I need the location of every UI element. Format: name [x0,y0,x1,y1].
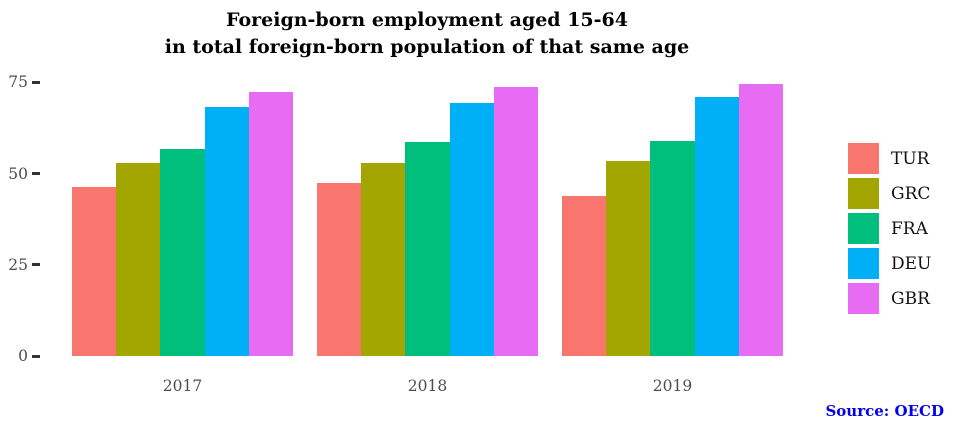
legend-label-FRA: FRA [891,218,928,239]
legend-entry-TUR: TUR [848,143,931,174]
y-tick-mark [32,172,40,175]
bar-GBR-2019 [738,83,784,356]
bar-TUR-2019 [562,196,607,356]
legend-entry-GRC: GRC [848,178,931,209]
bar-group-2019 [562,83,784,356]
bar-GRC-2017 [116,162,161,356]
bar-FRA-2019 [650,141,695,356]
y-tick-mark [32,263,40,267]
legend-swatch-GRC [848,178,879,209]
legend-label-GRC: GRC [891,183,931,204]
y-tick-label: 25 [8,255,28,274]
bar-GBR-2017 [248,92,294,356]
legend-entry-DEU: DEU [848,248,931,279]
bar-FRA-2018 [405,141,450,356]
legend-label-GBR: GBR [891,288,930,309]
chart-title-line2: in total foreign-born population of that… [164,36,690,58]
legend-swatch-FRA [848,213,879,244]
legend: TUR GRC FRA DEU GBR [848,143,931,318]
legend-entry-GBR: GBR [848,283,931,314]
bar-DEU-2017 [204,107,249,356]
bar-group-2018 [317,87,539,356]
x-axis-label-2018: 2018 [407,377,448,395]
bar-FRA-2017 [160,149,205,356]
x-axis-label-2019: 2019 [652,377,693,395]
chart-title-line1: Foreign-born employment aged 15-64 [226,9,628,31]
bar-GRC-2018 [361,162,406,356]
y-tick-label: 0 [18,347,28,365]
legend-label-DEU: DEU [891,253,932,274]
bar-TUR-2018 [317,183,362,356]
legend-swatch-TUR [848,143,879,174]
legend-entry-FRA: FRA [848,213,931,244]
chart-title: Foreign-born employment aged 15-64 in to… [0,7,854,61]
y-tick-label: 50 [8,164,28,183]
y-tick-label: 75 [8,73,28,92]
bar-TUR-2017 [72,186,117,356]
source-credit: Source: OECD [825,402,944,420]
legend-swatch-DEU [848,248,879,279]
y-tick-mark [32,80,40,84]
y-tick-mark [32,354,40,358]
bar-GBR-2018 [493,87,539,356]
bar-group-2017 [72,92,294,356]
bar-GRC-2019 [606,161,651,356]
legend-swatch-GBR [848,283,879,314]
x-axis-label-2017: 2017 [162,377,203,395]
bar-DEU-2018 [449,102,494,356]
legend-label-TUR: TUR [891,148,930,169]
bar-DEU-2019 [694,96,739,356]
